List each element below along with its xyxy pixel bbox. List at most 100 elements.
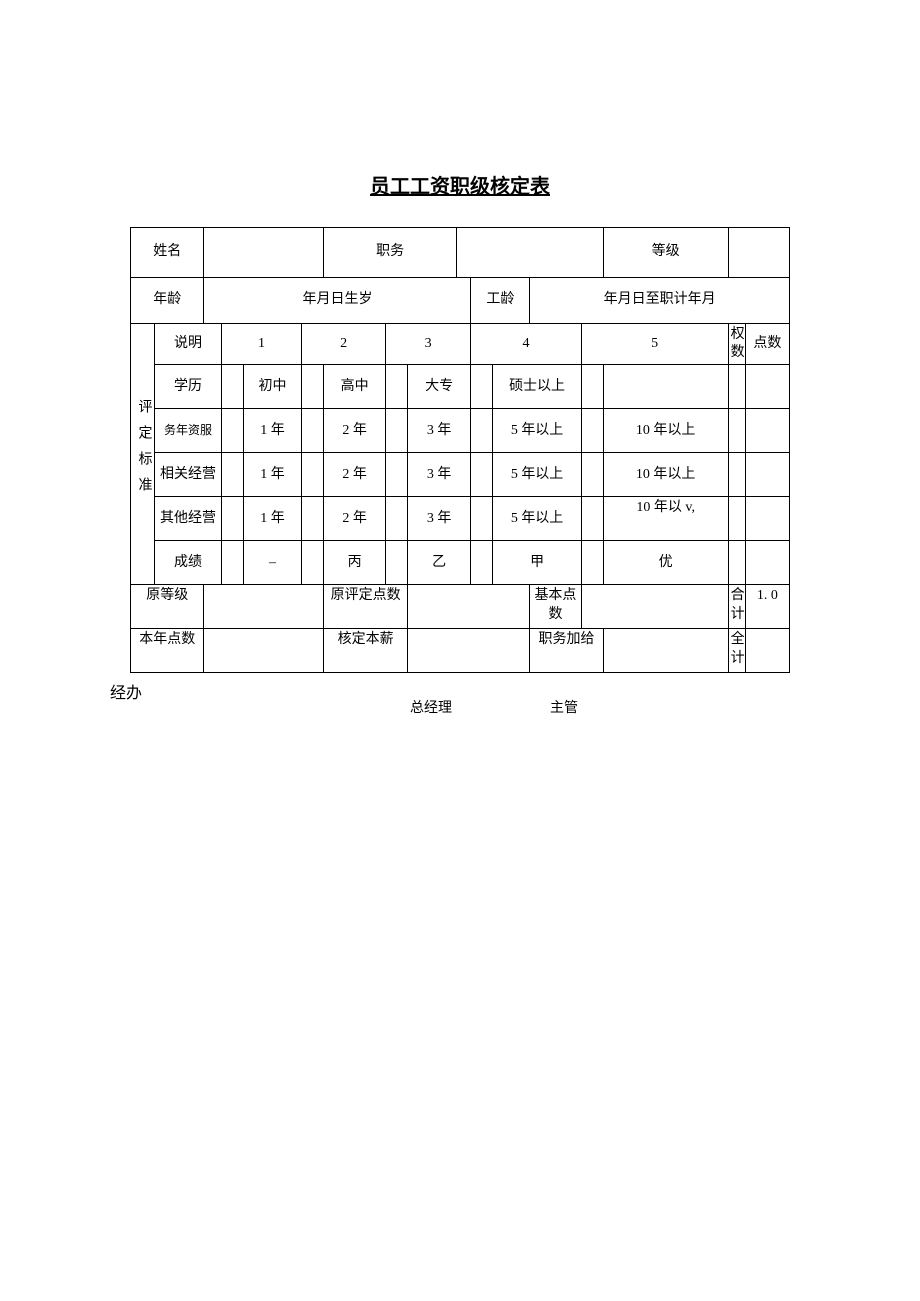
orig-grade-value bbox=[204, 585, 324, 629]
cell-blank bbox=[302, 365, 324, 409]
cell-blank bbox=[471, 409, 493, 453]
table-row: 务年资服 1 年 2 年 3 年 5 年以上 10 年以上 bbox=[131, 409, 790, 453]
cell-value: 1 年 bbox=[243, 453, 302, 497]
base-salary-value bbox=[407, 629, 529, 673]
table-row: 年龄 年月日生岁 工龄 年月日至职计年月 bbox=[131, 278, 790, 324]
cell-value: 10 年以上 bbox=[603, 453, 728, 497]
cell-blank bbox=[302, 453, 324, 497]
cell-value: 5 年以上 bbox=[493, 497, 581, 541]
col-num-5: 5 bbox=[581, 324, 728, 365]
cell-blank bbox=[302, 409, 324, 453]
orig-points-value bbox=[407, 585, 529, 629]
subtotal-label: 合计 bbox=[728, 585, 745, 629]
salary-grade-table: 姓名 职务 等级 年龄 年月日生岁 工龄 年月日至职计年月 评定标准 说明 1 … bbox=[130, 227, 790, 673]
seniority-label: 工龄 bbox=[471, 278, 530, 324]
table-row: 姓名 职务 等级 bbox=[131, 228, 790, 278]
weight-label: 权数 bbox=[728, 324, 745, 365]
age-label: 年龄 bbox=[131, 278, 204, 324]
cell-value: 初中 bbox=[243, 365, 302, 409]
cell-value: 10 年以 v, bbox=[603, 497, 728, 541]
cell-blank bbox=[581, 365, 603, 409]
table-row: 其他经营 1 年 2 年 3 年 5 年以上 10 年以 v, bbox=[131, 497, 790, 541]
table-row: 相关经营 1 年 2 年 3 年 5 年以上 10 年以上 bbox=[131, 453, 790, 497]
cell-value: 甲 bbox=[493, 541, 581, 585]
cell-value: 1 年 bbox=[243, 497, 302, 541]
cell-blank bbox=[385, 409, 407, 453]
table-row: 学历 初中 高中 大专 硕士以上 bbox=[131, 365, 790, 409]
cell-blank bbox=[385, 541, 407, 585]
criteria-row-label: 成绩 bbox=[155, 541, 221, 585]
cell-value: 硕士以上 bbox=[493, 365, 581, 409]
cell-points bbox=[745, 453, 789, 497]
cell-blank bbox=[221, 453, 243, 497]
col-num-3: 3 bbox=[385, 324, 471, 365]
cell-weight bbox=[728, 497, 745, 541]
base-points-label: 基本点数 bbox=[530, 585, 581, 629]
cell-value: 2 年 bbox=[324, 453, 385, 497]
cell-points bbox=[745, 365, 789, 409]
cell-weight bbox=[728, 365, 745, 409]
cell-blank bbox=[221, 541, 243, 585]
cell-blank bbox=[471, 365, 493, 409]
tenure-text: 年月日至职计年月 bbox=[530, 278, 790, 324]
grade-label: 等级 bbox=[603, 228, 728, 278]
footer-zhuguan: 主管 bbox=[550, 697, 578, 717]
cell-value: 乙 bbox=[407, 541, 471, 585]
cell-blank bbox=[302, 497, 324, 541]
cell-blank bbox=[581, 409, 603, 453]
position-value bbox=[456, 228, 603, 278]
cell-blank bbox=[385, 453, 407, 497]
cell-value: 2 年 bbox=[324, 497, 385, 541]
footer-jingban: 经办 bbox=[110, 679, 142, 703]
cell-value: 优 bbox=[603, 541, 728, 585]
cell-weight bbox=[728, 409, 745, 453]
position-label: 职务 bbox=[324, 228, 456, 278]
cell-blank bbox=[581, 541, 603, 585]
points-label: 点数 bbox=[745, 324, 789, 365]
cell-blank bbox=[471, 453, 493, 497]
cell-value: 1 年 bbox=[243, 409, 302, 453]
birth-text: 年月日生岁 bbox=[204, 278, 471, 324]
cell-blank bbox=[581, 453, 603, 497]
cell-value: 5 年以上 bbox=[493, 453, 581, 497]
table-row: 评定标准 说明 1 2 3 4 5 权数 点数 bbox=[131, 324, 790, 365]
cell-points bbox=[745, 409, 789, 453]
total-value bbox=[745, 629, 789, 673]
cell-value: 3 年 bbox=[407, 409, 471, 453]
cell-value: 丙 bbox=[324, 541, 385, 585]
criteria-row-label: 其他经营 bbox=[155, 497, 221, 541]
table-row: 原等级 原评定点数 基本点数 合计 1. 0 bbox=[131, 585, 790, 629]
position-allowance-label: 职务加给 bbox=[530, 629, 603, 673]
col-num-2: 2 bbox=[302, 324, 385, 365]
cell-weight bbox=[728, 453, 745, 497]
base-points-value bbox=[581, 585, 728, 629]
col-num-4: 4 bbox=[471, 324, 581, 365]
cell-blank bbox=[221, 497, 243, 541]
page-title: 员工工资职级核定表 bbox=[130, 170, 790, 199]
cell-value: – bbox=[243, 541, 302, 585]
name-value bbox=[204, 228, 324, 278]
cell-blank bbox=[302, 541, 324, 585]
cell-value: 5 年以上 bbox=[493, 409, 581, 453]
cell-points bbox=[745, 497, 789, 541]
grade-value bbox=[728, 228, 789, 278]
total-label: 全计 bbox=[728, 629, 745, 673]
cell-blank bbox=[385, 365, 407, 409]
base-salary-label: 核定本薪 bbox=[324, 629, 407, 673]
cell-weight bbox=[728, 541, 745, 585]
criteria-row-label: 相关经营 bbox=[155, 453, 221, 497]
year-points-label: 本年点数 bbox=[131, 629, 204, 673]
criteria-row-label: 务年资服 bbox=[155, 409, 221, 453]
cell-value: 2 年 bbox=[324, 409, 385, 453]
col-num-1: 1 bbox=[221, 324, 302, 365]
criteria-section-label: 评定标准 bbox=[131, 324, 155, 585]
cell-value: 3 年 bbox=[407, 497, 471, 541]
cell-blank bbox=[581, 497, 603, 541]
criteria-row-label: 学历 bbox=[155, 365, 221, 409]
cell-blank bbox=[471, 541, 493, 585]
cell-value: 大专 bbox=[407, 365, 471, 409]
table-row: 本年点数 核定本薪 职务加给 全计 bbox=[131, 629, 790, 673]
cell-value bbox=[603, 365, 728, 409]
cell-blank bbox=[471, 497, 493, 541]
cell-blank bbox=[221, 365, 243, 409]
